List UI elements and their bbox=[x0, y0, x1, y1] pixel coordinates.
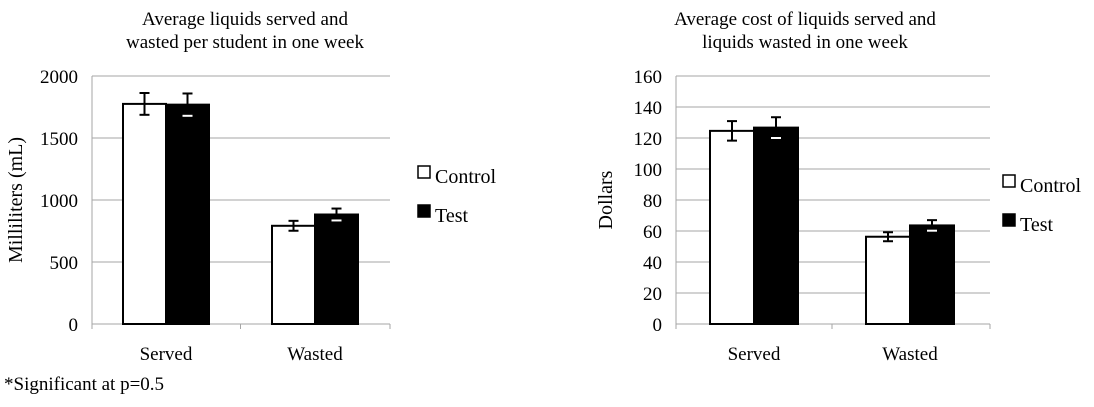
y-axis-label: Milliliters (mL) bbox=[5, 137, 27, 263]
x-tick-label: Wasted bbox=[287, 344, 343, 365]
y-tick-label: 2000 bbox=[40, 67, 78, 88]
error-bar bbox=[288, 219, 299, 232]
error-bar bbox=[139, 91, 150, 116]
error-bar bbox=[927, 219, 937, 232]
x-tick-label: Wasted bbox=[882, 344, 938, 365]
error-bar bbox=[771, 116, 781, 139]
legend-swatch-test bbox=[1002, 213, 1016, 227]
y-tick-label: 20 bbox=[643, 284, 662, 305]
chart-title: Average cost of liquids served and bbox=[674, 9, 936, 30]
y-tick-label: 500 bbox=[50, 253, 79, 274]
x-tick-label: Served bbox=[728, 344, 781, 365]
bar-control-wasted bbox=[865, 235, 911, 325]
bar-test-served bbox=[753, 126, 799, 325]
footnote: *Significant at p=0.5 bbox=[4, 374, 165, 395]
y-tick-label: 1500 bbox=[40, 129, 78, 150]
legend-label: Control bbox=[1020, 175, 1082, 197]
y-tick-label: 0 bbox=[653, 315, 663, 336]
legend-label: Test bbox=[1020, 214, 1053, 236]
legend-label: Control bbox=[435, 166, 497, 188]
bar-test-served bbox=[165, 103, 210, 325]
x-tick-label: Served bbox=[140, 344, 193, 365]
y-tick-label: 1000 bbox=[40, 191, 78, 212]
y-tick-label: 100 bbox=[634, 160, 663, 181]
chart-title: wasted per student in one week bbox=[126, 32, 364, 53]
y-tick-label: 80 bbox=[643, 191, 662, 212]
legend-swatch-control bbox=[417, 165, 431, 179]
bar-test-wasted bbox=[314, 213, 359, 325]
y-tick-label: 0 bbox=[69, 315, 79, 336]
error-bar bbox=[331, 207, 342, 222]
y-tick-label: 160 bbox=[634, 67, 663, 88]
error-bar bbox=[727, 120, 737, 142]
error-bar bbox=[182, 92, 193, 117]
bar-control-wasted bbox=[271, 224, 316, 326]
y-tick-label: 60 bbox=[643, 222, 662, 243]
y-tick-label: 120 bbox=[634, 129, 663, 150]
y-tick-label: 40 bbox=[643, 253, 662, 274]
chart-title: liquids wasted in one week bbox=[702, 32, 908, 53]
bar-test-wasted bbox=[909, 224, 955, 325]
bar-control-served bbox=[122, 102, 167, 326]
legend-swatch-control bbox=[1002, 174, 1016, 188]
bar-control-served bbox=[709, 129, 755, 325]
legend-label: Test bbox=[435, 205, 468, 227]
error-bar bbox=[883, 231, 893, 243]
legend-swatch-test bbox=[417, 204, 431, 218]
y-tick-label: 140 bbox=[634, 98, 663, 119]
chart-title: Average liquids served and bbox=[142, 9, 348, 30]
y-axis-label: Dollars bbox=[595, 170, 617, 229]
